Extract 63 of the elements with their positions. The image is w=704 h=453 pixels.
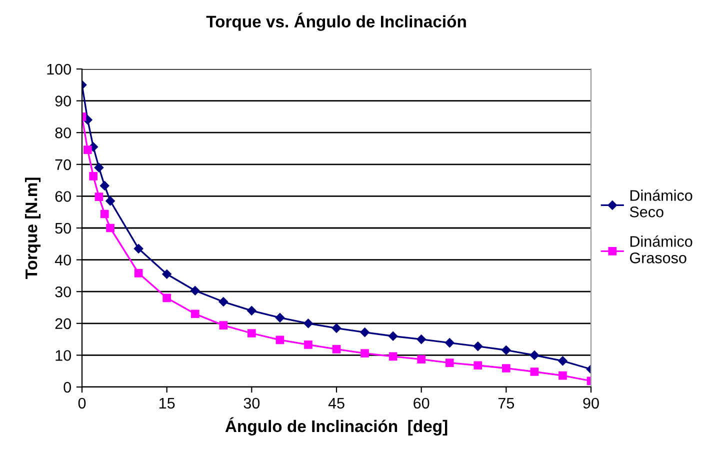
point xyxy=(474,361,482,370)
point xyxy=(190,286,200,296)
point xyxy=(530,350,540,360)
x-tick-label: 30 xyxy=(244,398,260,409)
point xyxy=(444,338,454,348)
y-tick-label: 50 xyxy=(55,222,71,234)
point xyxy=(276,336,284,344)
point xyxy=(248,329,256,338)
point xyxy=(388,331,398,341)
point xyxy=(304,318,313,328)
point xyxy=(502,364,510,372)
y-tick-label: 40 xyxy=(54,254,71,266)
point xyxy=(94,162,104,172)
point xyxy=(416,334,426,344)
point xyxy=(83,146,92,154)
y-tick-label: 100 xyxy=(47,64,71,75)
point xyxy=(190,310,200,318)
point xyxy=(94,192,104,202)
point xyxy=(360,328,370,337)
point xyxy=(89,172,98,180)
point xyxy=(558,356,568,366)
x-axis-title: Ángulo de Inclinación [deg] xyxy=(225,417,448,436)
point xyxy=(417,355,426,364)
point xyxy=(218,297,228,306)
legend-label: Dinámico Grasoso xyxy=(630,235,692,264)
y-tick-label: 70 xyxy=(55,159,71,170)
x-tick-label: 90 xyxy=(583,398,599,409)
point xyxy=(502,345,511,355)
point xyxy=(106,224,114,232)
x-tick-label: 45 xyxy=(328,398,344,409)
point xyxy=(530,368,539,376)
x-tick-label: 15 xyxy=(160,398,175,409)
point xyxy=(332,324,342,333)
point xyxy=(162,269,172,279)
point xyxy=(332,344,341,354)
point xyxy=(360,349,369,358)
point xyxy=(134,244,144,254)
y-tick-label: 90 xyxy=(55,96,71,106)
y-tick-label: 10 xyxy=(56,350,71,361)
point xyxy=(100,210,109,218)
y-tick-label: 30 xyxy=(55,286,71,298)
point xyxy=(162,294,171,302)
x-tick-label: 75 xyxy=(498,398,514,409)
point xyxy=(100,181,110,190)
y-tick-label: 0 xyxy=(64,382,71,393)
point xyxy=(247,306,256,316)
point xyxy=(134,268,143,278)
x-tick-label: 60 xyxy=(414,398,430,409)
point xyxy=(275,313,285,322)
y-tick-label: 60 xyxy=(55,191,71,202)
point xyxy=(558,371,567,380)
point xyxy=(106,196,115,206)
point xyxy=(473,342,483,351)
point xyxy=(219,321,228,330)
point xyxy=(445,358,454,367)
point xyxy=(304,340,312,349)
point xyxy=(388,352,398,361)
y-axis-title: Torque [N.m] xyxy=(25,178,41,280)
legend-label: Dinámico Seco xyxy=(630,189,692,218)
x-tick-label: 0 xyxy=(78,398,86,409)
y-tick-label: 80 xyxy=(55,127,71,138)
chart-title: Torque vs. Ángulo de Inclinación xyxy=(206,12,466,31)
y-tick-label: 20 xyxy=(55,318,71,330)
